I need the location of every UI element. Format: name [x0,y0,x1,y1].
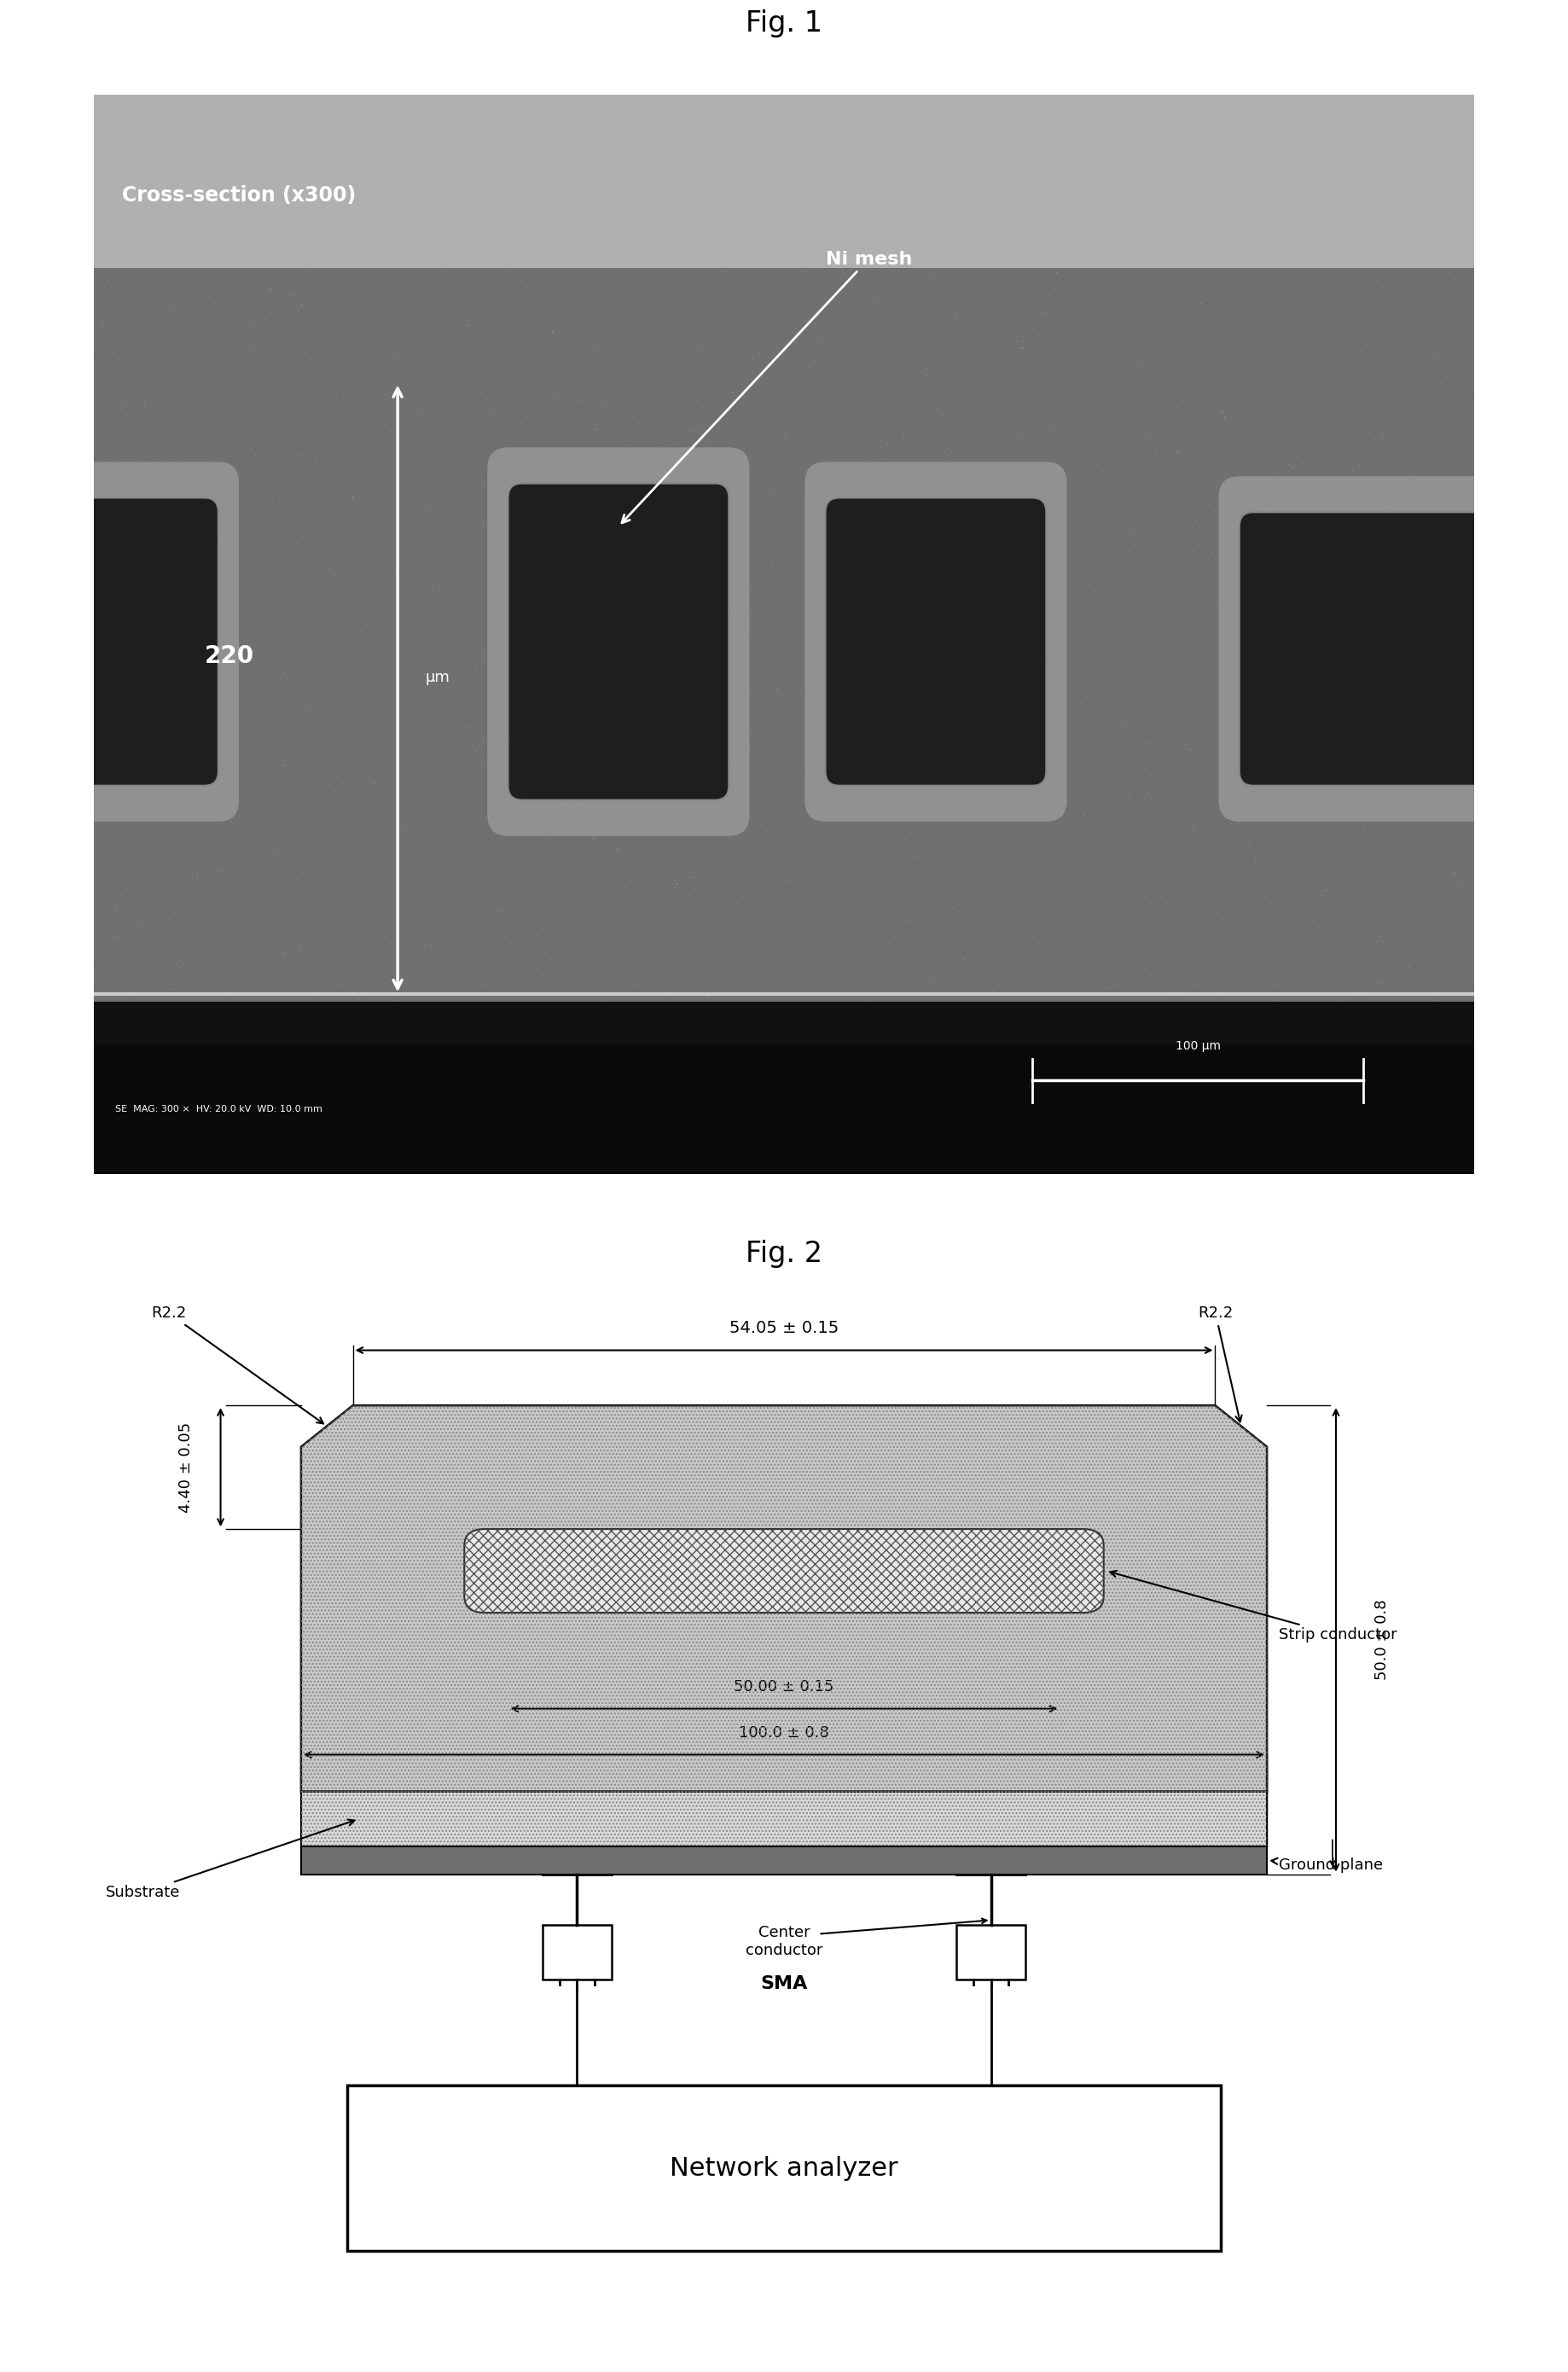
FancyBboxPatch shape [301,1845,1267,1874]
Text: 220: 220 [204,645,254,669]
FancyBboxPatch shape [1239,512,1488,785]
Text: Center
conductor: Center conductor [745,1924,823,1957]
FancyBboxPatch shape [1218,477,1508,821]
Text: Substrate: Substrate [105,1819,354,1900]
FancyBboxPatch shape [347,2085,1221,2251]
Text: 4.40 ± 0.05: 4.40 ± 0.05 [179,1421,194,1513]
Polygon shape [301,1404,1267,1791]
FancyBboxPatch shape [543,1924,612,1981]
Text: 100 μm: 100 μm [1176,1039,1220,1051]
FancyBboxPatch shape [804,463,1066,821]
Text: 50.0 ± 0.8: 50.0 ± 0.8 [1374,1599,1389,1679]
FancyBboxPatch shape [301,1791,1267,1845]
Text: SE  MAG: 300 ×  HV: 20.0 kV  WD: 10.0 mm: SE MAG: 300 × HV: 20.0 kV WD: 10.0 mm [114,1105,321,1112]
Text: Network analyzer: Network analyzer [670,2156,898,2180]
FancyBboxPatch shape [94,1001,1474,1174]
FancyBboxPatch shape [825,498,1046,785]
Text: Fig. 1: Fig. 1 [746,9,822,38]
Text: Fig. 2: Fig. 2 [745,1241,823,1269]
FancyBboxPatch shape [94,1044,1474,1174]
Text: Ni mesh: Ni mesh [622,251,913,522]
Text: R2.2: R2.2 [1198,1307,1242,1421]
Text: Ground plane: Ground plane [1272,1857,1383,1872]
FancyBboxPatch shape [94,268,1474,1001]
Text: SMA: SMA [760,1976,808,1992]
FancyBboxPatch shape [94,95,1474,268]
Text: R2.2: R2.2 [152,1307,323,1423]
Text: 50.00 ± 0.15: 50.00 ± 0.15 [734,1679,834,1696]
Text: Strip conductor: Strip conductor [1110,1570,1397,1644]
FancyBboxPatch shape [488,448,750,835]
Text: μm: μm [425,669,450,686]
FancyBboxPatch shape [464,1530,1104,1613]
Text: Cross-section (x300): Cross-section (x300) [122,185,356,206]
Text: 54.05 ± 0.15: 54.05 ± 0.15 [729,1321,839,1335]
FancyBboxPatch shape [508,484,729,799]
FancyBboxPatch shape [60,463,238,821]
FancyBboxPatch shape [956,1924,1025,1981]
Text: 100.0 ± 0.8: 100.0 ± 0.8 [739,1724,829,1741]
FancyBboxPatch shape [94,268,1474,382]
FancyBboxPatch shape [80,498,218,785]
FancyBboxPatch shape [94,95,1474,1174]
